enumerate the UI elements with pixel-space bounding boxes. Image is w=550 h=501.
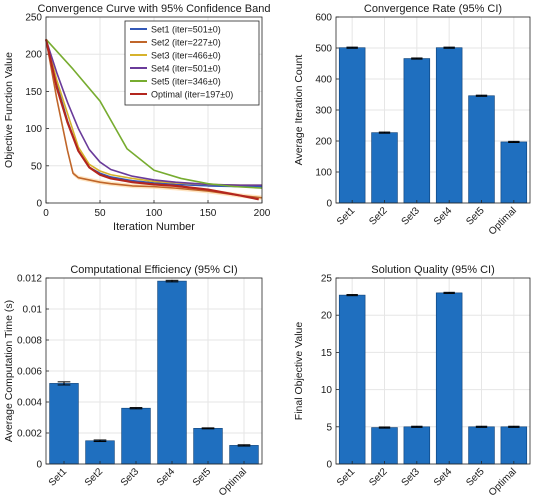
bar-set5 <box>468 95 495 204</box>
axes-border <box>45 16 263 204</box>
x-tick-label: Set2 <box>367 205 390 228</box>
y-tick-label: 0 <box>36 199 42 210</box>
x-tick-label: Set4 <box>155 466 178 489</box>
y-tick-label: 50 <box>31 161 43 172</box>
series-line-2 <box>45 39 263 199</box>
series-line-5 <box>45 38 263 189</box>
bar-set3 <box>121 407 151 465</box>
y-tick-label: 0 <box>326 460 332 471</box>
subplot-3: 0 0.002 0.004 0.006 0.008 0.01 0.012 Computatio… <box>3 264 263 498</box>
x-tick-label: Set1 <box>47 466 70 489</box>
legend-entry: Set1 (iter=501±0) <box>151 24 221 34</box>
x-tick-label: Set5 <box>464 205 487 228</box>
y-tick-label: 10 <box>321 385 333 396</box>
x-tick-label: Optimal <box>487 205 519 237</box>
bar-optimal <box>500 141 528 204</box>
y-tick-label: 500 <box>315 44 332 55</box>
chart-title: Convergence Curve with 95% Confidence Ba… <box>38 3 271 15</box>
x-tick-label: Set3 <box>400 205 423 228</box>
bar-set5 <box>468 426 495 465</box>
x-tick-label: Set5 <box>191 466 214 489</box>
y-tick-label: 200 <box>315 137 332 148</box>
bar-set3 <box>403 426 431 465</box>
x-tick-label: 150 <box>200 208 217 219</box>
bar-set1 <box>338 294 366 465</box>
bar-set4 <box>435 47 463 204</box>
legend-entry: Optimal (iter=197±0) <box>151 89 233 99</box>
y-tick-label: 0.008 <box>17 336 42 347</box>
subplot-2: 0 100 200 300 400 500 600 Convergence Rate (95%… <box>293 3 531 237</box>
y-tick-label: 100 <box>315 168 332 179</box>
y-tick-label: 0.002 <box>17 429 42 440</box>
axes-border <box>45 277 263 465</box>
y-tick-label: 300 <box>315 106 332 117</box>
bar-set2 <box>371 427 398 465</box>
y-tick-label: 400 <box>315 75 332 86</box>
x-tick-label: Set1 <box>335 205 358 228</box>
bar-set2 <box>371 132 398 204</box>
y-tick-label: 100 <box>25 124 42 135</box>
bar-optimal <box>500 426 528 465</box>
x-tick-label: 0 <box>43 208 49 219</box>
y-tick-label: 0.006 <box>17 367 42 378</box>
y-tick-label: 5 <box>326 422 332 433</box>
x-tick-label: 200 <box>254 208 271 219</box>
bar-set5 <box>193 428 223 465</box>
x-tick-label: Set5 <box>464 466 487 489</box>
chart-title: Computational Efficiency (95% CI) <box>70 264 237 276</box>
y-tick-label: 0.01 <box>23 305 43 316</box>
y-tick-label: 15 <box>321 348 333 359</box>
y-tick-label: 20 <box>321 311 333 322</box>
axes-border <box>335 277 531 465</box>
legend-entry: Set2 (iter=227±0) <box>151 37 221 47</box>
chart-title: Convergence Rate (95% CI) <box>364 3 502 15</box>
y-axis-label: Objective Function Value <box>3 52 15 168</box>
x-tick-label: 100 <box>146 208 163 219</box>
x-tick-label: Set4 <box>432 205 455 228</box>
x-tick-label: Set2 <box>367 466 390 489</box>
bar-set4 <box>157 280 187 465</box>
y-axis-label: Final Objective Value <box>293 322 305 421</box>
x-tick-label: Set2 <box>83 466 106 489</box>
y-tick-label: 0 <box>36 460 42 471</box>
legend-box <box>124 20 260 106</box>
y-tick-label: 200 <box>25 50 42 61</box>
bar-set1 <box>49 383 79 465</box>
x-tick-label: Optimal <box>217 466 249 498</box>
chart-title: Solution Quality (95% CI) <box>371 264 495 276</box>
bar-set2 <box>85 440 115 465</box>
y-tick-label: 250 <box>25 13 42 24</box>
y-tick-label: 0.012 <box>17 274 42 285</box>
axes-border <box>335 16 531 204</box>
subplot-4: 0 5 10 15 20 25 Solution Quality (95% CI) Final… <box>293 264 531 498</box>
y-tick-label: 0 <box>326 199 332 210</box>
y-tick-label: 0.004 <box>17 398 42 409</box>
y-tick-label: 25 <box>321 274 333 285</box>
bar-set1 <box>338 47 366 204</box>
y-axis-label: Average Computation Time (s) <box>3 300 15 442</box>
y-tick-label: 600 <box>315 13 332 24</box>
y-axis-label: Average Iteration Count <box>293 55 305 166</box>
y-tick-label: 150 <box>25 87 42 98</box>
x-tick-label: Set3 <box>400 466 423 489</box>
legend: Set1 (iter=501±0) Set2 (iter=227±0) Set3 (… <box>124 20 260 106</box>
bar-set4 <box>435 292 463 465</box>
legend-entry: Set5 (iter=346±0) <box>151 76 221 86</box>
plot-area <box>336 278 530 464</box>
x-axis-label: Iteration Number <box>113 221 195 233</box>
x-tick-label: 50 <box>94 208 106 219</box>
subplot-1: 0 50 100 150 200 250 0 50 100 150 200 Convergence C… <box>3 3 271 233</box>
x-tick-label: Set3 <box>119 466 142 489</box>
x-tick-label: Set1 <box>335 466 358 489</box>
legend-entry: Set3 (iter=466±0) <box>151 50 221 60</box>
series-line-6 <box>44 39 259 201</box>
bar-set3 <box>403 58 431 204</box>
x-tick-label: Set4 <box>432 466 455 489</box>
legend-entry: Set4 (iter=501±0) <box>151 63 221 73</box>
x-tick-label: Optimal <box>487 466 519 498</box>
